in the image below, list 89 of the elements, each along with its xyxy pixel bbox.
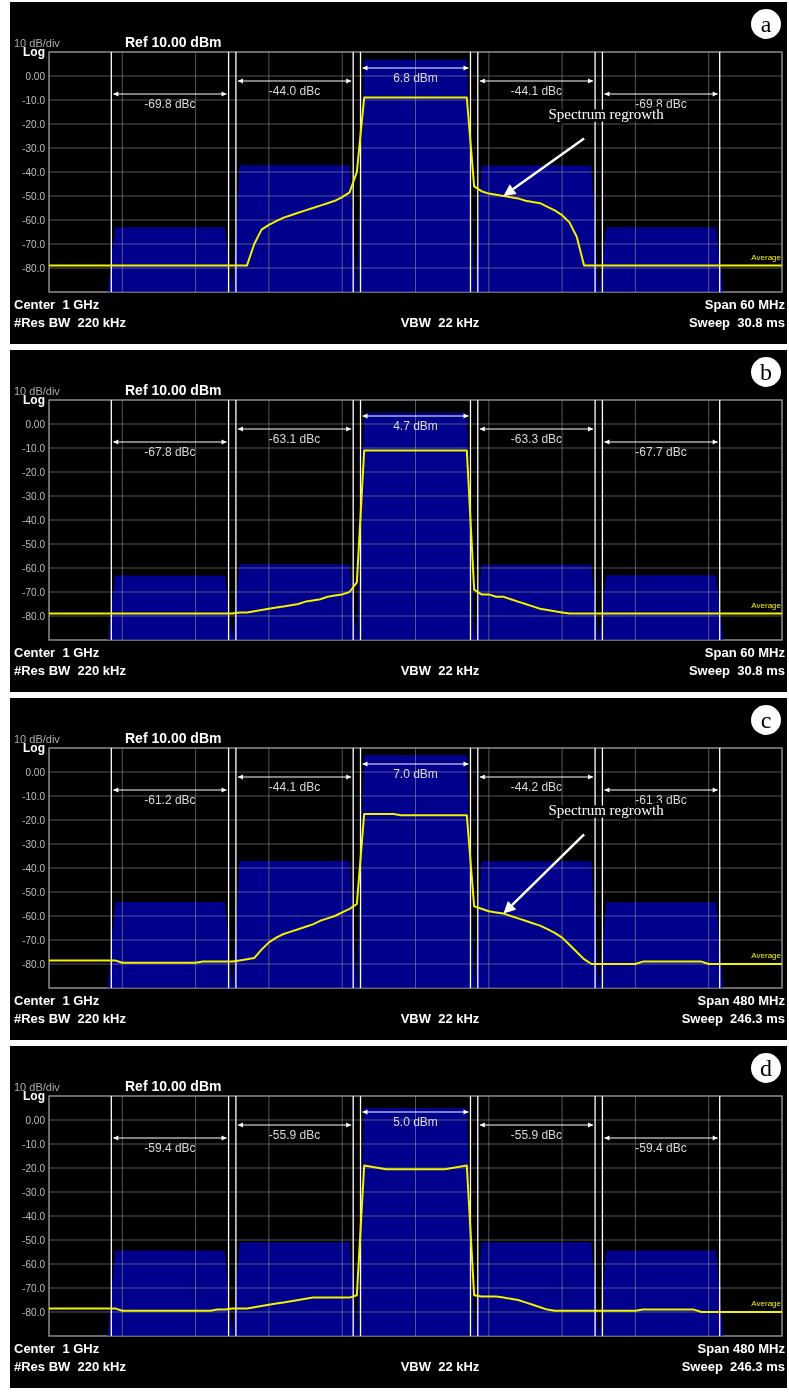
y-tick-label: -10.0: [22, 791, 46, 802]
text: #Res BW 220 kHz: [14, 663, 127, 678]
text: VBW 22 kHz: [400, 663, 480, 678]
annotation: -55.9 dBc: [268, 1128, 321, 1142]
text: Sweep 30.8 ms: [688, 315, 785, 330]
y-tick-label: -50.0: [22, 1235, 46, 1246]
line-series: [48, 1164, 783, 1313]
text: Ref 10.00 dBm: [125, 1078, 222, 1094]
y-tick-label: -40.0: [22, 167, 46, 178]
text: VBW 22 kHz: [400, 315, 480, 330]
y-tick-label: -60.0: [22, 911, 46, 922]
annotation: 5.0 dBm: [393, 1115, 438, 1129]
y-tick-label: 0.00: [25, 419, 46, 430]
line-series: [48, 96, 783, 267]
y-tick-label: -40.0: [22, 1211, 46, 1222]
y-tick-label: -80.0: [22, 263, 46, 274]
y-tick-label: -80.0: [22, 611, 46, 622]
y-tick-label: -70.0: [22, 935, 46, 946]
y-tick-label: -30.0: [22, 143, 46, 154]
chart-title: d: [760, 1055, 772, 1081]
text: Span 60 MHz: [704, 297, 786, 312]
y-tick-label: -80.0: [22, 959, 46, 970]
text: Center 1 GHz: [14, 645, 100, 660]
text: Center 1 GHz: [14, 1341, 100, 1356]
y-tick-label: -20.0: [22, 1163, 46, 1174]
annotation: -59.4 dBc: [635, 1141, 687, 1155]
text: Ref 10.00 dBm: [125, 34, 222, 50]
annotation: Average: [751, 600, 782, 610]
y-tick-label: 0.00: [25, 71, 46, 82]
annotation: Average: [751, 951, 782, 960]
y-tick-label: -60.0: [22, 1259, 46, 1270]
chart-title: c: [760, 707, 772, 733]
y-tick-label: -40.0: [22, 863, 46, 874]
annotation: -67.7 dBc: [635, 445, 687, 459]
annotation: -44.0 dBc: [268, 84, 321, 98]
y-tick-label: -50.0: [22, 539, 46, 550]
text: VBW 22 kHz: [400, 1011, 480, 1026]
y-tick-label: -20.0: [22, 467, 46, 478]
annotation: -44.1 dBc: [268, 780, 321, 794]
text: Span 480 MHz: [697, 1341, 786, 1356]
y-tick-label: -60.0: [22, 215, 46, 226]
y-tick-label: -30.0: [22, 491, 46, 502]
annotation: -44.1 dBc: [510, 84, 563, 98]
y-tick-label: 0.00: [25, 1115, 46, 1126]
annotation: Average: [751, 1299, 782, 1308]
text: Center 1 GHz: [14, 993, 100, 1008]
text: Span 60 MHz: [704, 645, 786, 660]
y-tick-label: -70.0: [22, 239, 46, 250]
y-tick-label: -20.0: [22, 815, 46, 826]
y-tick-label: -80.0: [22, 1307, 46, 1318]
y-tick-label: -10.0: [22, 1139, 46, 1150]
text: #Res BW 220 kHz: [14, 1359, 127, 1374]
line-series: [48, 449, 783, 615]
text: Ref 10.00 dBm: [125, 382, 222, 398]
annotation: -63.3 dBc: [510, 432, 563, 446]
y-tick-label: -10.0: [22, 95, 46, 106]
y-tick-label: -30.0: [22, 1187, 46, 1198]
chart-title: b: [760, 359, 772, 385]
text: Sweep 30.8 ms: [688, 663, 785, 678]
y-tick-label: -70.0: [22, 1283, 46, 1294]
annotation: -63.1 dBc: [268, 432, 321, 446]
y-tick-label: 0.00: [25, 767, 46, 778]
annotation: 6.8 dBm: [393, 71, 438, 85]
y-tick-label: -70.0: [22, 587, 46, 598]
annotation: 4.7 dBm: [393, 419, 438, 433]
text: Span 480 MHz: [697, 993, 786, 1008]
annotation: -61.2 dBc: [144, 793, 196, 807]
annotation: -67.8 dBc: [144, 445, 196, 459]
y-tick-label: -60.0: [22, 563, 46, 574]
chart-title: a: [760, 11, 772, 37]
y-tick-label: -30.0: [22, 839, 46, 850]
annotation: -55.9 dBc: [510, 1128, 563, 1142]
y-tick-label: -50.0: [22, 887, 46, 898]
text: Sweep 246.3 ms: [681, 1011, 785, 1026]
y-tick-label: -10.0: [22, 443, 46, 454]
annotation: -59.4 dBc: [144, 1141, 196, 1155]
text: Center 1 GHz: [14, 297, 100, 312]
text: #Res BW 220 kHz: [14, 315, 127, 330]
y-tick-label: -20.0: [22, 119, 46, 130]
text: Ref 10.00 dBm: [125, 730, 222, 746]
text: Sweep 246.3 ms: [681, 1359, 785, 1374]
annotation: -69.8 dBc: [144, 97, 196, 111]
annotation: 7.0 dBm: [393, 767, 438, 781]
annotation: -44.2 dBc: [510, 780, 563, 794]
annotation: Average: [751, 252, 782, 262]
text: VBW 22 kHz: [400, 1359, 480, 1374]
text: #Res BW 220 kHz: [14, 1011, 127, 1026]
y-tick-label: -50.0: [22, 191, 46, 202]
y-tick-label: -40.0: [22, 515, 46, 526]
